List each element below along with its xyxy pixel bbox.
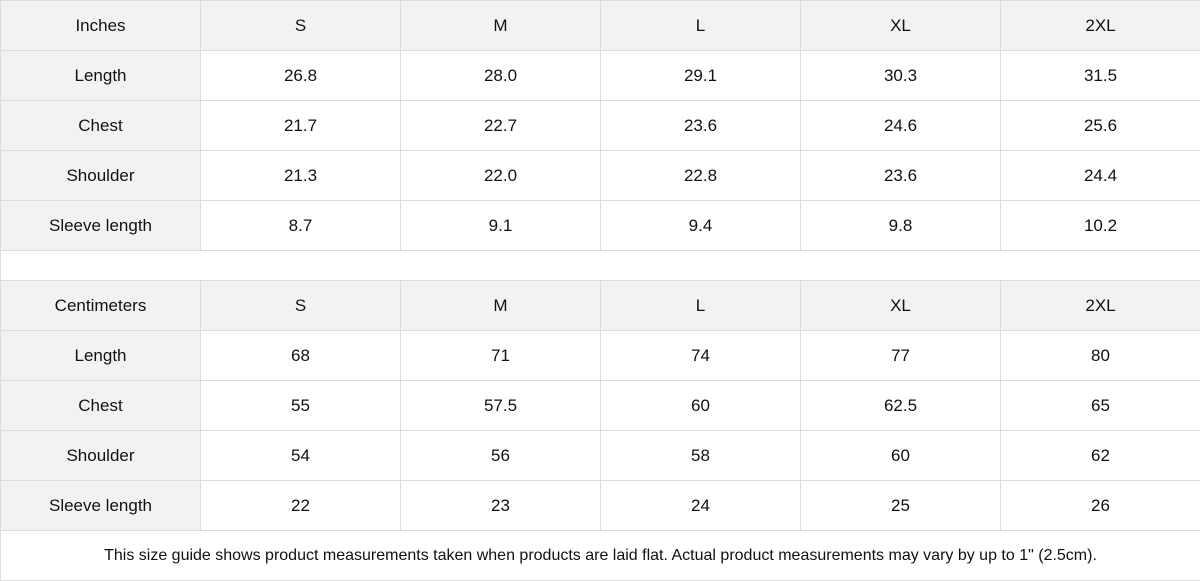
measurement-cell: 62 (1001, 431, 1200, 481)
measurement-cell: 23 (401, 481, 601, 531)
measurement-cell: 9.1 (401, 201, 601, 251)
measurement-cell: 10.2 (1001, 201, 1200, 251)
size-note: This size guide shows product measuremen… (1, 531, 1200, 581)
measurement-cell: 56 (401, 431, 601, 481)
header-cell: XL (801, 1, 1001, 51)
row-label: Chest (1, 101, 201, 151)
measurement-cell: 21.7 (201, 101, 401, 151)
measurement-cell: 29.1 (601, 51, 801, 101)
measurement-cell: 23.6 (601, 101, 801, 151)
header-cell: Centimeters (1, 281, 201, 331)
measurement-cell: 26 (1001, 481, 1200, 531)
measurement-cell: 9.8 (801, 201, 1001, 251)
measurement-cell: 22 (201, 481, 401, 531)
header-cell: S (201, 281, 401, 331)
header-cell: 2XL (1001, 281, 1200, 331)
row-label: Length (1, 51, 201, 101)
measurement-cell: 25.6 (1001, 101, 1200, 151)
measurement-cell: 30.3 (801, 51, 1001, 101)
measurement-cell: 22.7 (401, 101, 601, 151)
header-cell: S (201, 1, 401, 51)
header-cell: M (401, 281, 601, 331)
measurement-cell: 31.5 (1001, 51, 1200, 101)
note-row: This size guide shows product measuremen… (1, 531, 1200, 581)
measurement-cell: 54 (201, 431, 401, 481)
header-cell: XL (801, 281, 1001, 331)
measurement-cell: 24.6 (801, 101, 1001, 151)
measurement-cell: 21.3 (201, 151, 401, 201)
measurement-cell: 74 (601, 331, 801, 381)
measurement-cell: 77 (801, 331, 1001, 381)
measurement-cell: 68 (201, 331, 401, 381)
row-label: Sleeve length (1, 201, 201, 251)
measurement-cell: 62.5 (801, 381, 1001, 431)
measurement-cell: 24 (601, 481, 801, 531)
measurement-cell: 60 (601, 381, 801, 431)
header-cell: L (601, 1, 801, 51)
measurement-cell: 55 (201, 381, 401, 431)
measurement-cell: 60 (801, 431, 1001, 481)
header-cell: M (401, 1, 601, 51)
header-cell: 2XL (1001, 1, 1200, 51)
row-label: Sleeve length (1, 481, 201, 531)
measurement-cell: 65 (1001, 381, 1200, 431)
measurement-cell: 71 (401, 331, 601, 381)
measurement-cell: 58 (601, 431, 801, 481)
header-cell: L (601, 281, 801, 331)
measurement-cell: 23.6 (801, 151, 1001, 201)
measurement-cell: 24.4 (1001, 151, 1200, 201)
measurement-cell: 22.0 (401, 151, 601, 201)
row-label: Shoulder (1, 431, 201, 481)
measurement-cell: 57.5 (401, 381, 601, 431)
row-label: Shoulder (1, 151, 201, 201)
measurement-cell: 26.8 (201, 51, 401, 101)
measurement-cell: 25 (801, 481, 1001, 531)
measurement-cell: 8.7 (201, 201, 401, 251)
measurement-cell: 80 (1001, 331, 1200, 381)
spacer-row (1, 251, 1200, 281)
header-cell: Inches (1, 1, 201, 51)
measurement-cell: 22.8 (601, 151, 801, 201)
measurement-cell: 28.0 (401, 51, 601, 101)
row-label: Chest (1, 381, 201, 431)
measurement-cell: 9.4 (601, 201, 801, 251)
row-label: Length (1, 331, 201, 381)
spacer (1, 251, 1200, 281)
